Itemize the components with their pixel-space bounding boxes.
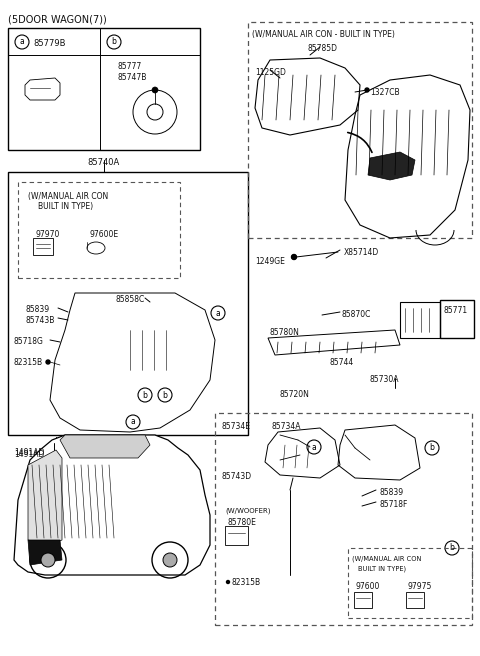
Text: 85734A: 85734A — [272, 422, 301, 431]
Bar — [354, 592, 372, 608]
Bar — [8, 172, 248, 435]
Text: 85780E: 85780E — [228, 518, 257, 527]
Text: 85743B: 85743B — [25, 316, 54, 325]
Text: 1327CB: 1327CB — [370, 88, 400, 97]
Text: (W/MANUAL AIR CON - BUILT IN TYPE): (W/MANUAL AIR CON - BUILT IN TYPE) — [252, 30, 395, 39]
Polygon shape — [60, 435, 150, 458]
Circle shape — [54, 446, 58, 450]
Bar — [400, 302, 440, 338]
Text: a: a — [216, 308, 220, 318]
Text: 85718G: 85718G — [14, 337, 44, 346]
Bar — [18, 182, 180, 278]
Circle shape — [46, 360, 50, 364]
Circle shape — [163, 553, 177, 567]
Circle shape — [365, 88, 369, 92]
Text: (W/MANUAL AIR CON: (W/MANUAL AIR CON — [352, 556, 421, 562]
Bar — [8, 28, 200, 150]
Text: 85718F: 85718F — [380, 500, 408, 509]
Polygon shape — [28, 540, 62, 565]
Text: 85779B: 85779B — [33, 39, 65, 48]
Text: b: b — [450, 544, 455, 552]
Text: 82315B: 82315B — [14, 358, 43, 367]
Bar — [215, 413, 472, 625]
Text: 85747B: 85747B — [118, 73, 147, 82]
Text: 85780N: 85780N — [270, 328, 300, 337]
Text: 1125GD: 1125GD — [255, 68, 286, 77]
Polygon shape — [14, 435, 210, 575]
Polygon shape — [368, 152, 415, 180]
Text: a: a — [312, 443, 316, 451]
Text: b: b — [430, 443, 434, 453]
Circle shape — [152, 87, 158, 93]
Text: a: a — [131, 417, 135, 426]
Bar — [348, 548, 472, 618]
Circle shape — [291, 255, 297, 260]
Text: (W/MANUAL AIR CON: (W/MANUAL AIR CON — [28, 192, 108, 201]
Text: b: b — [143, 390, 147, 400]
Text: 85870C: 85870C — [342, 310, 372, 319]
Bar — [440, 300, 474, 338]
Circle shape — [292, 255, 296, 259]
Bar — [33, 238, 53, 255]
Text: 85858C: 85858C — [115, 295, 144, 304]
Text: 97975: 97975 — [408, 582, 432, 591]
Text: BUILT IN TYPE): BUILT IN TYPE) — [38, 202, 93, 211]
Text: 1491AD: 1491AD — [14, 448, 44, 457]
Text: b: b — [111, 37, 117, 47]
Text: 85839: 85839 — [380, 488, 404, 497]
Text: (5DOOR WAGON(7)): (5DOOR WAGON(7)) — [8, 14, 107, 24]
Circle shape — [227, 581, 229, 583]
Text: X85714D: X85714D — [344, 248, 379, 257]
Text: 85744: 85744 — [330, 358, 354, 367]
Text: 85734E: 85734E — [222, 422, 251, 431]
Text: 82315B: 82315B — [232, 578, 261, 587]
Bar — [248, 22, 472, 238]
Text: 85839: 85839 — [25, 305, 49, 314]
Text: 97600E: 97600E — [90, 230, 119, 239]
Text: 85743D: 85743D — [222, 472, 252, 481]
Text: 97600: 97600 — [356, 582, 380, 591]
Polygon shape — [28, 450, 62, 545]
Text: 85785D: 85785D — [308, 44, 338, 53]
Text: b: b — [163, 390, 168, 400]
Bar — [225, 526, 248, 545]
Text: 1249GE: 1249GE — [255, 257, 285, 266]
Text: 85730A: 85730A — [370, 375, 399, 384]
Text: (W/WOOFER): (W/WOOFER) — [225, 508, 271, 514]
Circle shape — [41, 553, 55, 567]
Text: 85771: 85771 — [444, 306, 468, 315]
Circle shape — [52, 451, 56, 455]
Text: 1491AD: 1491AD — [14, 450, 44, 459]
Text: 97970: 97970 — [35, 230, 60, 239]
Text: a: a — [20, 37, 24, 47]
Bar — [406, 592, 424, 608]
Text: 85777: 85777 — [118, 62, 142, 71]
Text: BUILT IN TYPE): BUILT IN TYPE) — [358, 566, 406, 573]
Text: 85720N: 85720N — [280, 390, 310, 399]
Text: 85740A: 85740A — [88, 158, 120, 167]
